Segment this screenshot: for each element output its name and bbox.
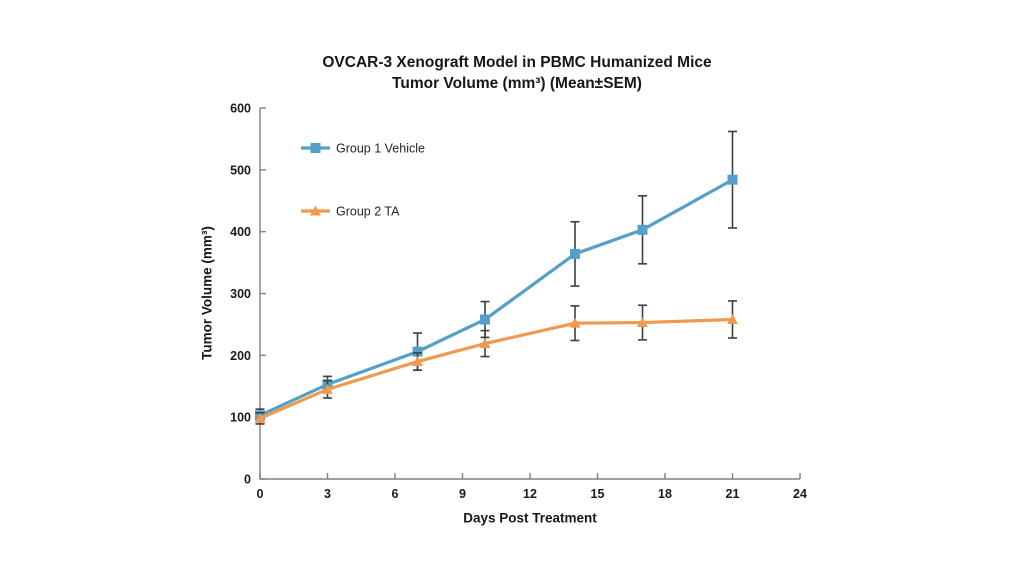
y-tick-label: 600 — [230, 102, 251, 116]
data-point-marker — [637, 317, 648, 328]
y-tick-label: 200 — [230, 349, 251, 363]
chart-title-line2: Tumor Volume (mm³) (Mean±SEM) — [392, 75, 642, 92]
axis-lines — [259, 108, 800, 480]
error-bars-group-2-ta — [255, 300, 737, 425]
x-tick-label: 24 — [793, 487, 807, 501]
legend-marker-square — [310, 143, 321, 153]
legend-marker-triangle — [310, 205, 321, 216]
data-point-marker — [412, 346, 423, 357]
series-group-2-ta — [254, 300, 738, 425]
y-tick-label: 500 — [230, 163, 251, 177]
legend-label: Group 2 TA — [336, 205, 400, 219]
data-point-marker — [637, 224, 648, 235]
data-point-marker — [570, 248, 580, 259]
x-tick-label: 12 — [523, 487, 537, 501]
x-tick-label: 21 — [726, 487, 740, 501]
chart-title-line1: OVCAR-3 Xenograft Model in PBMC Humanize… — [322, 54, 712, 71]
x-tick-label: 0 — [257, 487, 264, 501]
y-tick-label: 400 — [230, 225, 251, 239]
data-point-marker — [479, 338, 491, 349]
y-tick-label: 300 — [230, 287, 251, 301]
data-point-marker — [322, 383, 333, 394]
data-point-marker — [569, 317, 581, 328]
legend-label: Group 1 Vehicle — [336, 142, 425, 156]
legend-item-group-1-vehicle: Group 1 Vehicle — [301, 142, 425, 156]
data-point-marker — [727, 313, 738, 324]
x-tick-label: 15 — [591, 487, 605, 501]
y-axis-title: Tumor Volume (mm³) — [199, 226, 215, 360]
data-point-marker — [480, 314, 490, 325]
data-point-marker — [254, 412, 266, 423]
legend-item-group-2-ta: Group 2 TA — [301, 205, 400, 219]
x-axis-title: Days Post Treatment — [463, 510, 597, 526]
legend: Group 1 Vehicle Group 2 TA — [301, 142, 425, 219]
line-group-2-ta — [258, 317, 735, 421]
data-point-marker — [412, 356, 423, 367]
chart-title: OVCAR-3 Xenograft Model in PBMC Humanize… — [0, 52, 1024, 94]
error-bars-group-1-vehicle — [255, 130, 737, 423]
y-tick-label: 0 — [244, 473, 251, 487]
x-tick-label: 3 — [324, 487, 331, 501]
series-group-1-vehicle — [255, 130, 738, 423]
x-tick-label: 6 — [392, 487, 399, 501]
x-tick-label: 18 — [658, 487, 672, 501]
x-tick-label: 9 — [459, 487, 466, 501]
data-point-marker — [727, 174, 738, 185]
axes: 0 100 200 300 400 500 600 0 3 6 9 12 15 18 21 24 — [230, 102, 807, 502]
y-tick-label: 100 — [230, 411, 251, 425]
